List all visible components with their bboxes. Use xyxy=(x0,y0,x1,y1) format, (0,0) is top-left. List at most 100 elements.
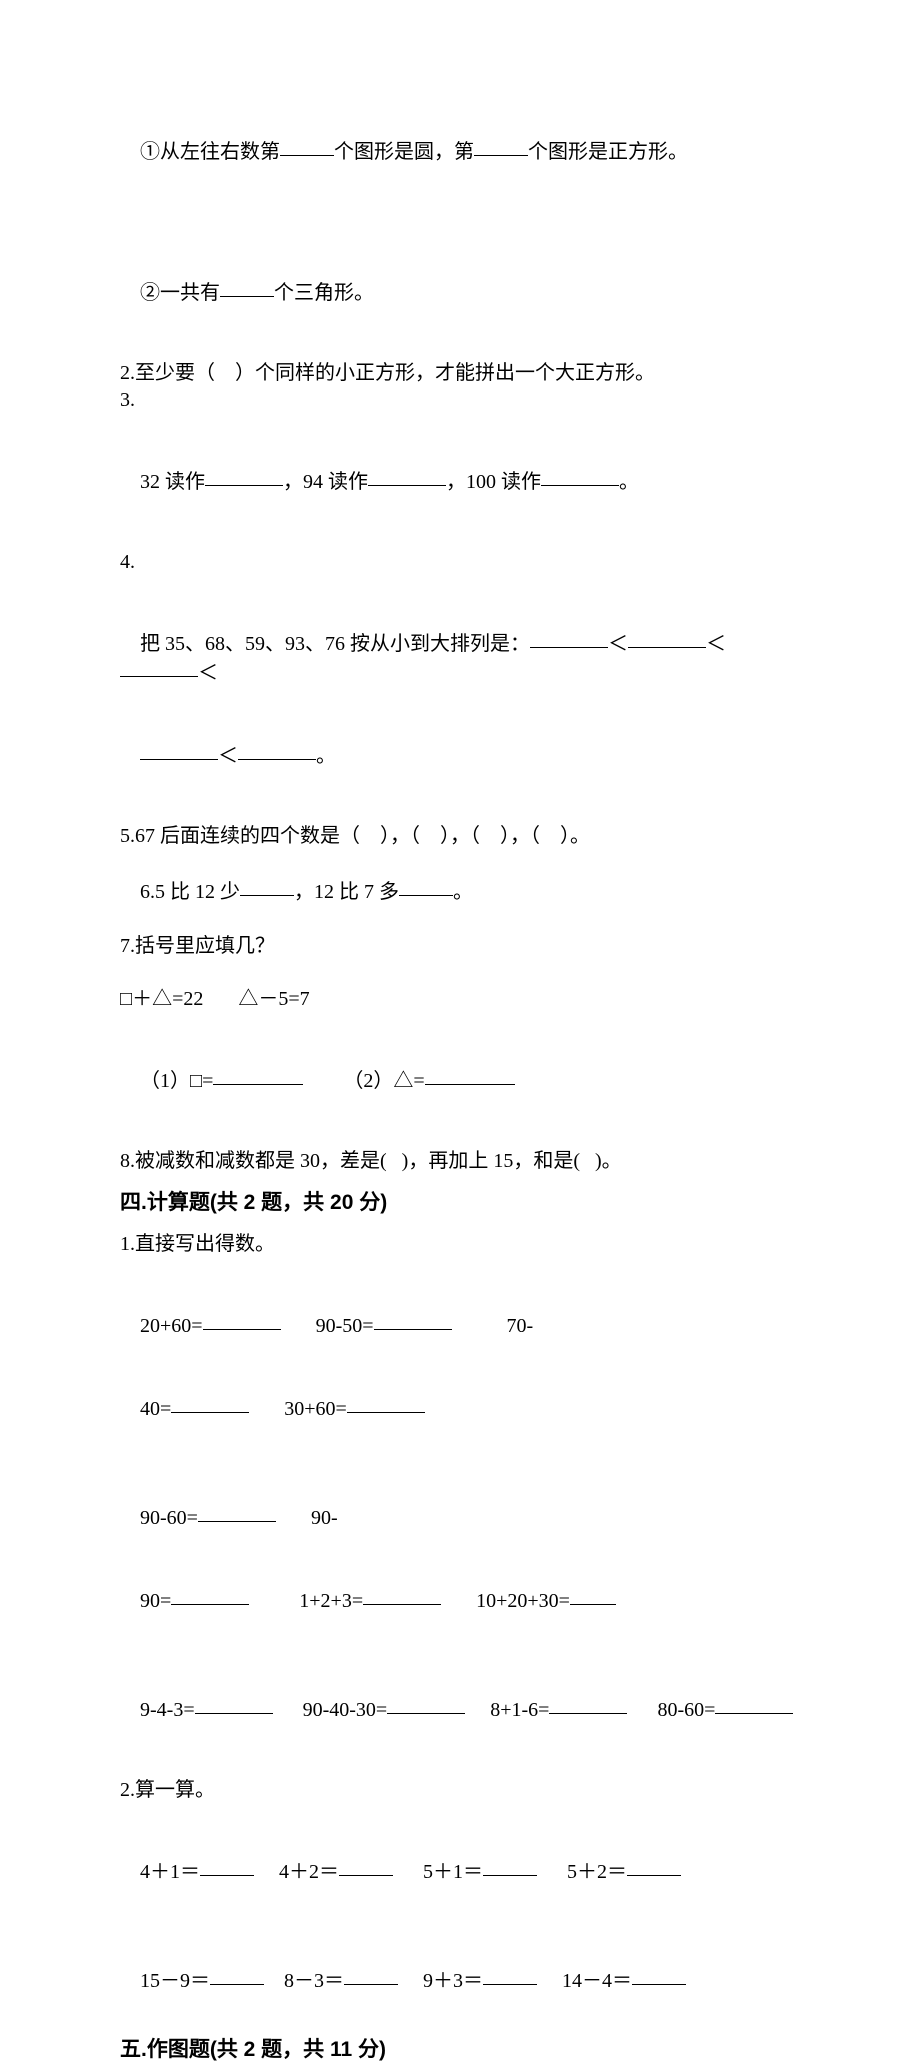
q3-num: 3. xyxy=(120,387,800,414)
text: 15－9＝ xyxy=(140,1970,210,1992)
text: 。 xyxy=(316,745,336,767)
blank xyxy=(570,1584,616,1605)
text: 4＋1＝ xyxy=(140,1861,200,1883)
text: 个三角形。 xyxy=(274,282,374,304)
section-4-title: 四.计算题(共 2 题，共 20 分) xyxy=(120,1189,800,1217)
spacer xyxy=(537,1861,567,1883)
text: ，100 读作 xyxy=(446,471,541,493)
text: 90= xyxy=(140,1590,171,1612)
section-5-title: 五.作图题(共 2 题，共 11 分) xyxy=(120,2036,800,2064)
text: 个图形是圆，第 xyxy=(334,141,474,163)
spacer xyxy=(264,1970,284,1992)
q5: 5.67 后面连续的四个数是（ ），（ ），（ ），（ ）。 xyxy=(120,823,800,850)
spacer xyxy=(273,1699,303,1721)
text: 20+60= xyxy=(140,1315,203,1337)
text: （2）△= xyxy=(343,1070,424,1092)
blank xyxy=(344,1964,398,1985)
text: 30+60= xyxy=(284,1398,347,1420)
s4-2-title: 2.算一算。 xyxy=(120,1777,800,1804)
spacer xyxy=(627,1699,657,1721)
blank xyxy=(363,1584,441,1605)
blank xyxy=(347,1392,425,1413)
q7-answers: （1）□= （2）△= xyxy=(120,1039,800,1122)
s4-1-title: 1.直接写出得数。 xyxy=(120,1231,800,1258)
s4-2-row1: 4＋1＝ 4＋2＝ 5＋1＝ 5＋2＝ xyxy=(120,1830,800,1913)
text: 1+2+3= xyxy=(299,1590,363,1612)
text: 6.5 比 12 少 xyxy=(140,881,240,903)
text: 4＋2＝ xyxy=(279,1861,339,1883)
s4-1-row1: 20+60= 90-50= 70- xyxy=(120,1284,800,1367)
blank xyxy=(715,1693,793,1714)
q7-eq: □＋△=22 △－5=7 xyxy=(120,986,800,1013)
blank xyxy=(387,1693,465,1714)
text: ②一共有 xyxy=(140,282,220,304)
spacer xyxy=(465,1699,490,1721)
q4-body-1: 把 35、68、59、93、76 按从小到大排列是： ＜ ＜ ＜ xyxy=(120,602,800,714)
blank xyxy=(205,465,283,486)
text: 9＋3＝ xyxy=(423,1970,483,1992)
blank xyxy=(195,1693,273,1714)
q4-num: 4. xyxy=(120,549,800,576)
text: （1）□= xyxy=(140,1070,213,1092)
text: ①从左往右数第 xyxy=(140,141,280,163)
blank xyxy=(339,1855,393,1876)
blank xyxy=(627,1855,681,1876)
q8: 8.被减数和减数都是 30，差是( )，再加上 15，和是( )。 xyxy=(120,1148,800,1175)
q2: 2.至少要（ ）个同样的小正方形，才能拼出一个大正方形。 xyxy=(120,360,800,387)
spacer xyxy=(254,1861,279,1883)
blank xyxy=(628,627,706,648)
blank xyxy=(240,875,294,896)
q4-body-2: ＜。 xyxy=(120,714,800,797)
blank xyxy=(203,1309,281,1330)
s4-1-row5: 9-4-3= 90-40-30= 8+1-6= 80-60= xyxy=(120,1668,800,1751)
spacer xyxy=(537,1970,562,1992)
q7-title: 7.括号里应填几？ xyxy=(120,933,800,960)
blank xyxy=(198,1501,276,1522)
text: 把 35、68、59、93、76 按从小到大排列是： xyxy=(140,633,530,655)
text: 5＋2＝ xyxy=(567,1861,627,1883)
blank xyxy=(632,1964,686,1985)
text: 80-60= xyxy=(657,1699,715,1721)
spacer xyxy=(398,1970,423,1992)
blank xyxy=(210,1964,264,1985)
blank xyxy=(425,1064,515,1085)
spacer xyxy=(441,1590,476,1612)
blank xyxy=(368,465,446,486)
text: 8－3＝ xyxy=(284,1970,344,1992)
spacer xyxy=(393,1861,423,1883)
text: 10+20+30= xyxy=(476,1590,570,1612)
s4-1-row4: 90= 1+2+3= 10+20+30= xyxy=(120,1559,800,1642)
blank xyxy=(238,739,316,760)
spacer xyxy=(281,1315,316,1337)
q3-body: 32 读作，94 读作，100 读作。 xyxy=(120,440,800,523)
text: 8+1-6= xyxy=(490,1699,549,1721)
blank xyxy=(171,1392,249,1413)
text: ＜ xyxy=(198,662,218,684)
blank xyxy=(474,135,528,156)
blank xyxy=(280,135,334,156)
q1-sub1: ①从左往右数第 个图形是圆，第 个图形是正方形。 xyxy=(120,110,800,193)
text: 90-40-30= xyxy=(303,1699,388,1721)
blank xyxy=(171,1584,249,1605)
text: ＜ xyxy=(608,633,628,655)
spacer xyxy=(303,1070,343,1092)
text: 5＋1＝ xyxy=(423,1861,483,1883)
text: ＜ xyxy=(706,633,726,655)
blank xyxy=(374,1309,452,1330)
spacer xyxy=(276,1507,311,1529)
spacer xyxy=(249,1590,299,1612)
blank xyxy=(200,1855,254,1876)
blank xyxy=(220,276,274,297)
q6: 6.5 比 12 少，12 比 7 多。 xyxy=(120,850,800,933)
text: 90-60= xyxy=(140,1507,198,1529)
spacer xyxy=(249,1398,284,1420)
s4-1-row3: 90-60= 90- xyxy=(120,1476,800,1559)
text: 70- xyxy=(507,1315,534,1337)
text: 。 xyxy=(453,881,473,903)
text: 个图形是正方形。 xyxy=(528,141,688,163)
blank xyxy=(530,627,608,648)
blank xyxy=(213,1064,303,1085)
blank xyxy=(483,1964,537,1985)
blank xyxy=(541,465,619,486)
s4-1-row2: 40= 30+60= xyxy=(120,1367,800,1450)
